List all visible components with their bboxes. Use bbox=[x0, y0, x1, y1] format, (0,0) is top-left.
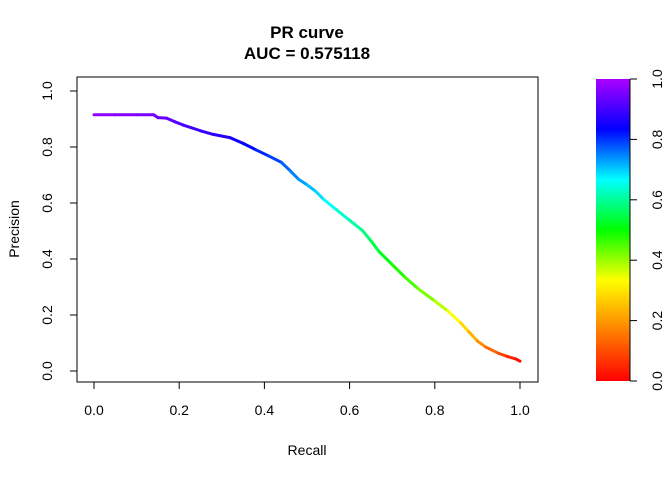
x-tick-label: 0.4 bbox=[255, 402, 275, 418]
y-tick-label: 1.0 bbox=[39, 81, 55, 101]
plot-frame bbox=[76, 76, 539, 383]
pr-curve-segment bbox=[484, 345, 501, 355]
color-scale-tick-label: 0.4 bbox=[649, 250, 665, 270]
pr-curve-segment bbox=[211, 132, 232, 140]
y-tick-label: 0.0 bbox=[39, 361, 55, 381]
pr-curve-segment bbox=[199, 129, 215, 136]
y-tick-label: 0.2 bbox=[39, 305, 55, 325]
pr-curve-segment bbox=[241, 141, 258, 152]
pr-curve-segment bbox=[305, 183, 318, 193]
pr-curve-segment bbox=[288, 169, 300, 181]
color-scale-tick-label: 1.0 bbox=[649, 69, 665, 89]
x-tick-label: 0.0 bbox=[84, 402, 104, 418]
pr-curve-segment bbox=[322, 198, 339, 212]
pr-curve-segment bbox=[314, 189, 326, 202]
color-scale-tick-label: 0.2 bbox=[649, 311, 665, 331]
chart-subtitle: AUC = 0.575118 bbox=[244, 44, 370, 63]
pr-curve-segment bbox=[433, 299, 450, 313]
pr-curve-segment bbox=[360, 228, 373, 243]
y-axis: 0.0 0.2 0.4 0.6 0.8 1.0 bbox=[39, 81, 78, 381]
y-axis-label: Precision bbox=[6, 200, 22, 258]
x-axis: 0.0 0.2 0.4 0.6 0.8 1.0 bbox=[84, 381, 530, 418]
y-tick-label: 0.6 bbox=[39, 193, 55, 213]
pr-curve-segment bbox=[403, 275, 420, 290]
pr-curve-segment bbox=[228, 136, 245, 145]
x-tick-label: 0.2 bbox=[169, 402, 189, 418]
y-tick-label: 0.4 bbox=[39, 249, 55, 269]
color-scale-tick-label: 0.0 bbox=[649, 371, 665, 391]
x-axis-label: Recall bbox=[288, 442, 327, 458]
pr-curve-segment bbox=[497, 351, 509, 358]
color-scale-bar bbox=[596, 79, 630, 381]
x-tick-label: 1.0 bbox=[510, 402, 530, 418]
pr-curve-segment bbox=[267, 154, 283, 164]
y-tick-label: 0.8 bbox=[39, 137, 55, 157]
pr-curve-segment bbox=[181, 123, 202, 133]
pr-curve-segment bbox=[514, 357, 522, 363]
pr-curve-segment bbox=[475, 339, 488, 349]
x-tick-label: 0.8 bbox=[425, 402, 445, 418]
color-scale-tick-label: 0.8 bbox=[649, 129, 665, 149]
pr-curve-segment bbox=[416, 286, 437, 303]
pr-curve-segment bbox=[164, 116, 177, 124]
pr-curve-segment bbox=[458, 321, 471, 334]
color-scale-axis: 0.0 0.2 0.4 0.6 0.8 1.0 bbox=[629, 69, 665, 391]
pr-curve-segment bbox=[173, 120, 185, 127]
pr-curve-segment bbox=[467, 330, 479, 343]
pr-curve-segment bbox=[369, 239, 381, 254]
pr-curve-line bbox=[92, 113, 522, 363]
pr-curve-segment bbox=[390, 263, 407, 279]
pr-curve-segment bbox=[377, 250, 394, 267]
x-tick-label: 0.6 bbox=[340, 402, 360, 418]
chart-title: PR curve bbox=[270, 23, 344, 42]
pr-curve-segment bbox=[279, 160, 292, 173]
pr-curve-segment bbox=[348, 218, 364, 232]
pr-curve-segment bbox=[335, 208, 352, 222]
pr-curve-segment bbox=[296, 177, 309, 187]
pr-curve-segment bbox=[254, 148, 271, 158]
pr-curve-segment bbox=[446, 309, 462, 325]
color-scale-tick-label: 0.6 bbox=[649, 190, 665, 210]
